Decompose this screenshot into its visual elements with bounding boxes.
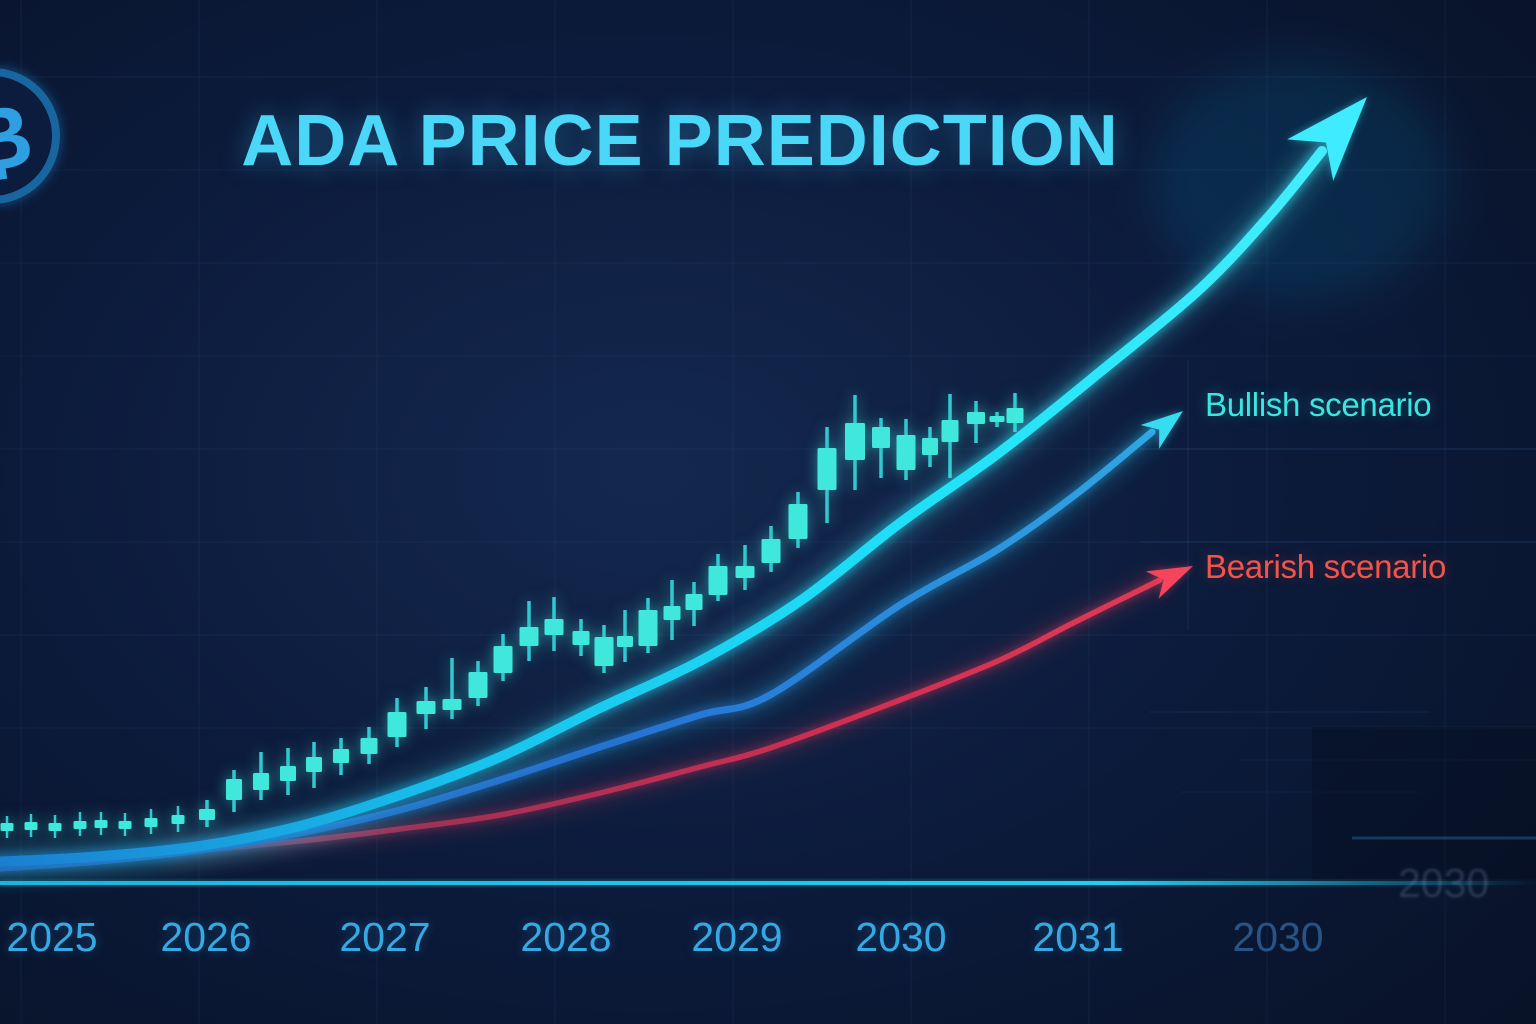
candlesticks xyxy=(0,393,1024,838)
ghost-year-label: 2030 xyxy=(1398,860,1490,906)
background-streaks xyxy=(1150,711,1536,840)
coin-ring xyxy=(0,68,60,204)
x-axis-label: 2025 xyxy=(6,914,98,960)
x-axis-label: 2027 xyxy=(339,914,431,960)
legend-bullish-label: Bullish scenario xyxy=(1205,386,1432,423)
x-axis-label: 2030 xyxy=(855,914,947,960)
x-axis-line xyxy=(0,881,1536,885)
x-axis-label: 2026 xyxy=(160,914,252,960)
x-axis-label: 2028 xyxy=(520,914,612,960)
bitcoin-coin-icon: ₿ xyxy=(0,64,64,208)
arrowhead xyxy=(1145,566,1193,599)
legend-bearish-label: Bearish scenario xyxy=(1205,548,1446,585)
x-axis-label: 2029 xyxy=(691,914,783,960)
chart-title: ADA PRICE PREDICTION xyxy=(241,101,1119,181)
x-axis-label: 2031 xyxy=(1032,914,1124,960)
background-panel-artifact xyxy=(1312,726,1536,879)
curve-bullish-trend-main- xyxy=(0,97,1367,878)
arrowhead xyxy=(1287,97,1367,181)
x-axis-label: 2030 xyxy=(1232,914,1324,960)
curve-bearish-scenario xyxy=(161,566,1193,862)
arrowhead xyxy=(1140,411,1183,449)
